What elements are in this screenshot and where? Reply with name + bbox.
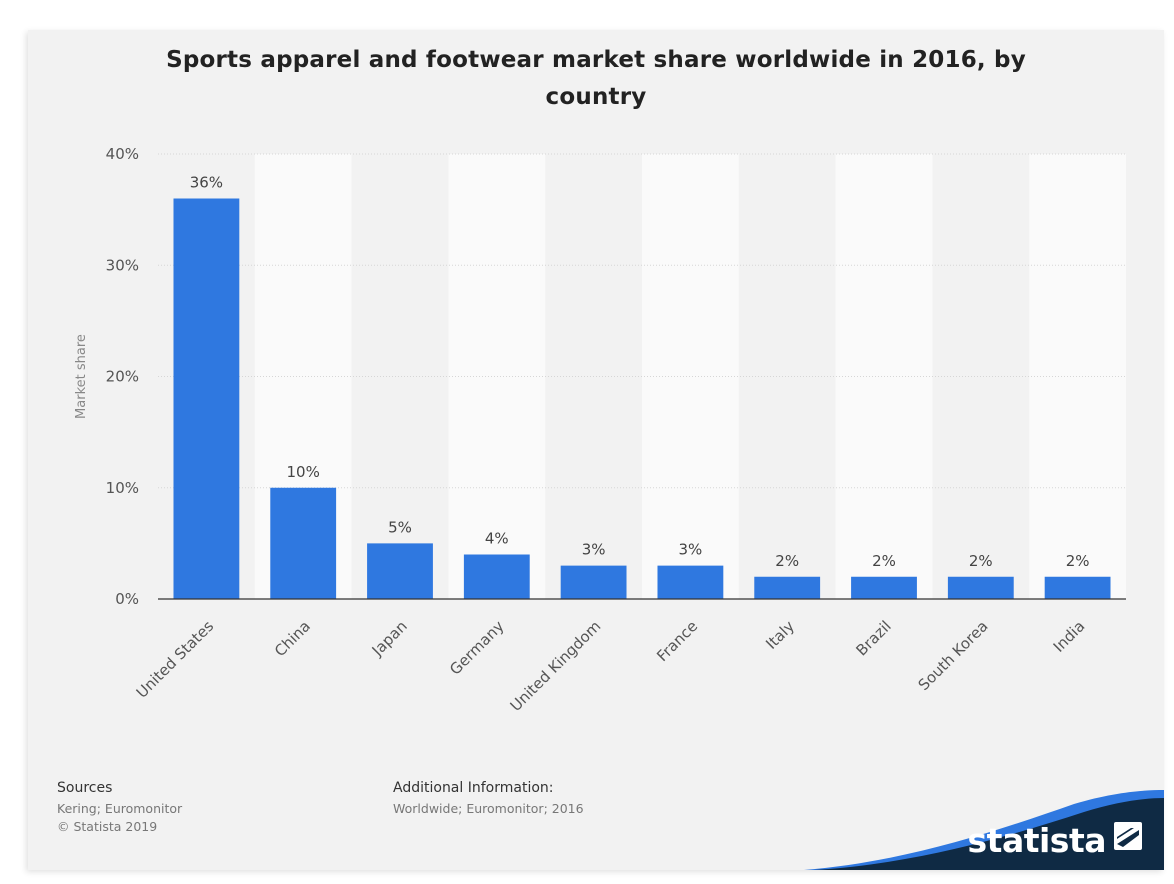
bar — [560, 565, 627, 599]
logo-swoosh — [804, 790, 1164, 870]
bar — [367, 543, 433, 599]
bar — [851, 576, 917, 599]
bar — [657, 565, 724, 599]
x-tick-label: Brazil — [853, 617, 895, 659]
bar — [947, 576, 1014, 599]
data-label: 3% — [679, 541, 703, 559]
statista-logo-icon — [1114, 822, 1142, 850]
statista-logo[interactable]: statista — [784, 790, 1164, 870]
x-tick-label: Japan — [368, 617, 411, 660]
x-tick-label: Italy — [762, 617, 798, 653]
y-tick-label: 10% — [106, 479, 139, 497]
data-label: 36% — [190, 174, 223, 192]
x-tick-label: South Korea — [915, 617, 992, 694]
x-tick-label: China — [271, 617, 314, 660]
bar — [1044, 576, 1111, 599]
sources-line-1: Kering; Euromonitor — [57, 801, 183, 816]
y-tick-label: 30% — [106, 256, 139, 274]
bar — [270, 487, 337, 599]
data-label: 2% — [775, 552, 799, 570]
x-tick-label: France — [653, 617, 701, 665]
x-tick-label: Germany — [446, 617, 508, 679]
data-label: 3% — [582, 541, 606, 559]
data-label: 10% — [287, 463, 320, 481]
data-label: 4% — [485, 530, 509, 548]
bar — [173, 198, 240, 599]
chart-card: Sports apparel and footwear market share… — [28, 30, 1164, 870]
data-label: 5% — [388, 518, 412, 536]
x-tick-label: India — [1050, 617, 1089, 656]
sources-line-2: © Statista 2019 — [57, 819, 158, 834]
y-tick-label: 20% — [106, 368, 139, 386]
y-tick-label: 0% — [115, 590, 139, 608]
statista-wordmark: statista — [967, 821, 1107, 860]
x-tick-label: United States — [133, 617, 218, 702]
bar — [754, 576, 821, 599]
bar-chart: 0% 10% 20% 30% 40% Market share 36% United Stat… — [74, 145, 1126, 715]
y-axis-title: Market share — [74, 334, 89, 419]
additional-info-text: Worldwide; Euromonitor; 2016 — [393, 801, 584, 816]
chart-title-line-1: Sports apparel and footwear market share… — [166, 47, 1026, 73]
data-label: 2% — [1066, 552, 1090, 570]
bar — [463, 554, 530, 599]
data-label: 2% — [969, 552, 993, 570]
data-label: 2% — [872, 552, 896, 570]
chart-title: Sports apparel and footwear market share… — [28, 42, 1164, 116]
y-tick-label: 40% — [106, 145, 139, 163]
sources-label: Sources — [57, 780, 113, 796]
x-tick-label: United Kingdom — [507, 617, 605, 715]
additional-info-label: Additional Information: — [393, 780, 554, 796]
chart-title-line-2: country — [545, 84, 647, 110]
